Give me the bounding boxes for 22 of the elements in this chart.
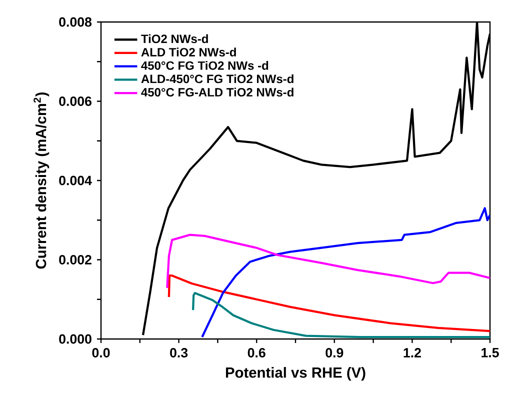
y-tick-label: 0.006 <box>59 96 92 106</box>
line-series <box>166 234 490 289</box>
x-tick-label: 0.3 <box>170 348 188 358</box>
line-series <box>168 274 490 332</box>
legend-label: ALD-450°C FG TiO2 NWs-d <box>141 74 294 84</box>
x-tick-label: 0.9 <box>326 348 344 358</box>
x-tick-label: 0.0 <box>92 348 110 358</box>
legend-label: 450°C FG-ALD TiO2 NWs-d <box>141 88 294 97</box>
legend-label: TiO2 NWs-d <box>141 34 208 44</box>
y-axis-title: Current density (mA/cm$^{2}$) <box>34 92 50 269</box>
x-tick-label: 1.5 <box>482 348 499 358</box>
y-tick-label: 0.002 <box>59 255 92 264</box>
x-tick-label: 1.2 <box>404 348 421 358</box>
y-tick-label: 0.000 <box>59 334 92 344</box>
legend-label: 450°C FG TiO2 NWs -d <box>141 61 268 70</box>
x-tick-label: 0.6 <box>248 348 266 358</box>
legend-label: ALD TiO2 NWs-d <box>141 48 236 56</box>
x-axis-title: Potential vs RHE (V) <box>226 366 366 381</box>
line-series <box>192 292 490 338</box>
line-series <box>201 207 490 338</box>
y-tick-label: 0.004 <box>59 176 92 186</box>
y-tick-label: 0.008 <box>59 17 92 27</box>
